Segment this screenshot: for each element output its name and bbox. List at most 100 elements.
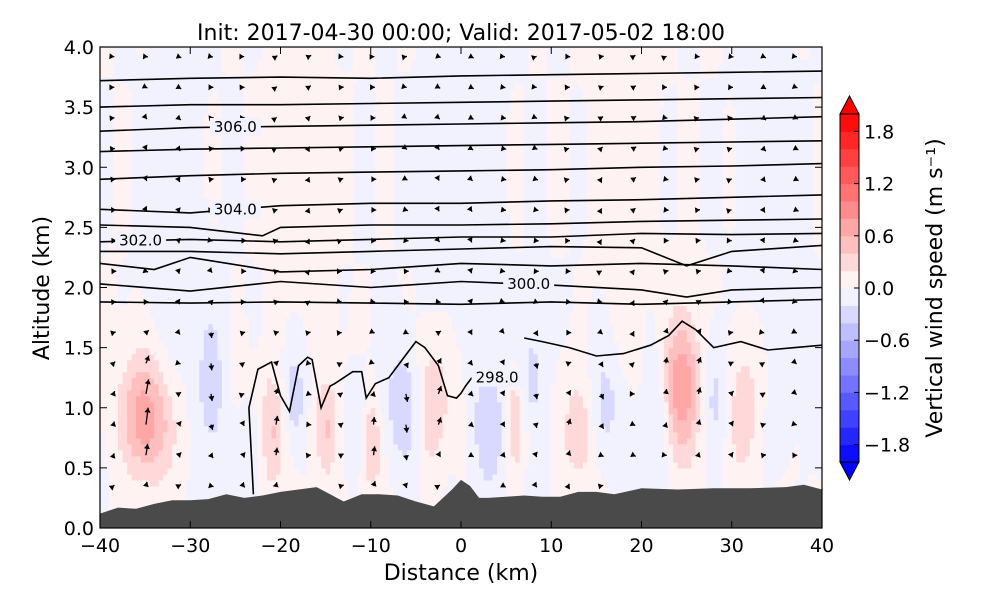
field-cell (303, 191, 309, 198)
field-cell (199, 311, 205, 319)
field-cell (321, 191, 327, 198)
field-cell (221, 287, 227, 295)
field-cell (248, 251, 255, 259)
field-cell (149, 437, 155, 445)
field-cell (172, 71, 178, 78)
field-cell (375, 95, 381, 102)
field-cell (109, 479, 115, 487)
field-cell (203, 245, 209, 253)
field-cell (154, 77, 160, 84)
field-cell (163, 371, 169, 379)
field-cell (136, 281, 142, 289)
field-cell (100, 479, 106, 487)
field-cell (208, 431, 214, 439)
field-cell (109, 95, 115, 102)
field-cell (271, 197, 277, 204)
field-cell (235, 479, 241, 487)
field-cell (257, 425, 264, 433)
field-cell (136, 179, 142, 186)
field-cell (163, 101, 169, 108)
field-cell (262, 365, 268, 373)
field-cell (294, 413, 300, 421)
field-cell (158, 275, 164, 283)
field-cell (379, 341, 385, 349)
field-cell (226, 47, 232, 54)
field-cell (239, 371, 245, 379)
field-cell (136, 191, 142, 198)
field-cell (339, 89, 345, 96)
field-cell (357, 419, 363, 427)
field-cell (370, 227, 376, 234)
field-cell (167, 107, 173, 114)
field-cell (262, 389, 268, 397)
field-cell (361, 467, 367, 475)
field-cell (334, 371, 340, 379)
field-cell (149, 317, 155, 325)
field-cell (285, 71, 291, 78)
field-cell (109, 125, 115, 132)
field-cell (109, 467, 115, 475)
field-cell (235, 233, 241, 240)
field-cell (154, 155, 160, 162)
field-cell (330, 191, 336, 198)
field-cell (325, 155, 331, 162)
field-cell (235, 329, 241, 337)
field-cell (212, 167, 218, 174)
field-cell (298, 215, 304, 222)
field-cell (375, 437, 381, 445)
field-cell (343, 71, 349, 78)
field-cell (167, 323, 173, 331)
field-cell (352, 185, 358, 192)
field-cell (226, 221, 232, 228)
field-cell (194, 419, 200, 427)
field-cell (348, 419, 354, 427)
field-cell (113, 53, 119, 60)
field-cell (379, 437, 385, 445)
field-cell (248, 173, 255, 180)
field-cell (253, 89, 259, 96)
field-cell (239, 275, 245, 283)
field-cell (370, 485, 376, 493)
field-cell (339, 65, 345, 72)
field-cell (325, 239, 331, 247)
field-cell (343, 149, 349, 156)
field-cell (145, 155, 151, 162)
field-cell (348, 95, 354, 102)
field-cell (158, 137, 164, 144)
field-cell (339, 95, 345, 102)
field-cell (352, 479, 358, 487)
field-cell (325, 71, 331, 78)
field-cell (366, 395, 372, 403)
field-cell (221, 323, 227, 331)
field-cell (131, 203, 137, 210)
field-cell (343, 107, 349, 114)
field-cell (357, 191, 363, 198)
field-cell (167, 371, 173, 379)
field-cell (280, 299, 286, 307)
field-cell (136, 137, 142, 144)
field-cell (167, 269, 173, 277)
field-cell (370, 173, 376, 180)
field-cell (221, 413, 227, 421)
field-cell (339, 401, 345, 409)
field-cell (136, 173, 142, 180)
field-cell (266, 281, 273, 289)
field-cell (118, 143, 124, 150)
field-cell (370, 137, 376, 144)
field-cell (163, 479, 169, 487)
field-cell (316, 359, 322, 367)
field-cell (253, 47, 259, 54)
field-cell (221, 311, 227, 319)
field-cell (375, 323, 381, 331)
field-cell (303, 473, 309, 481)
field-cell (339, 197, 345, 204)
field-cell (176, 77, 182, 84)
field-cell (370, 311, 376, 319)
field-cell (118, 83, 124, 90)
field-cell (248, 323, 255, 331)
field-cell (271, 449, 277, 457)
field-cell (262, 161, 268, 168)
field-cell (348, 425, 354, 433)
field-cell (325, 443, 331, 451)
field-cell (275, 155, 282, 162)
